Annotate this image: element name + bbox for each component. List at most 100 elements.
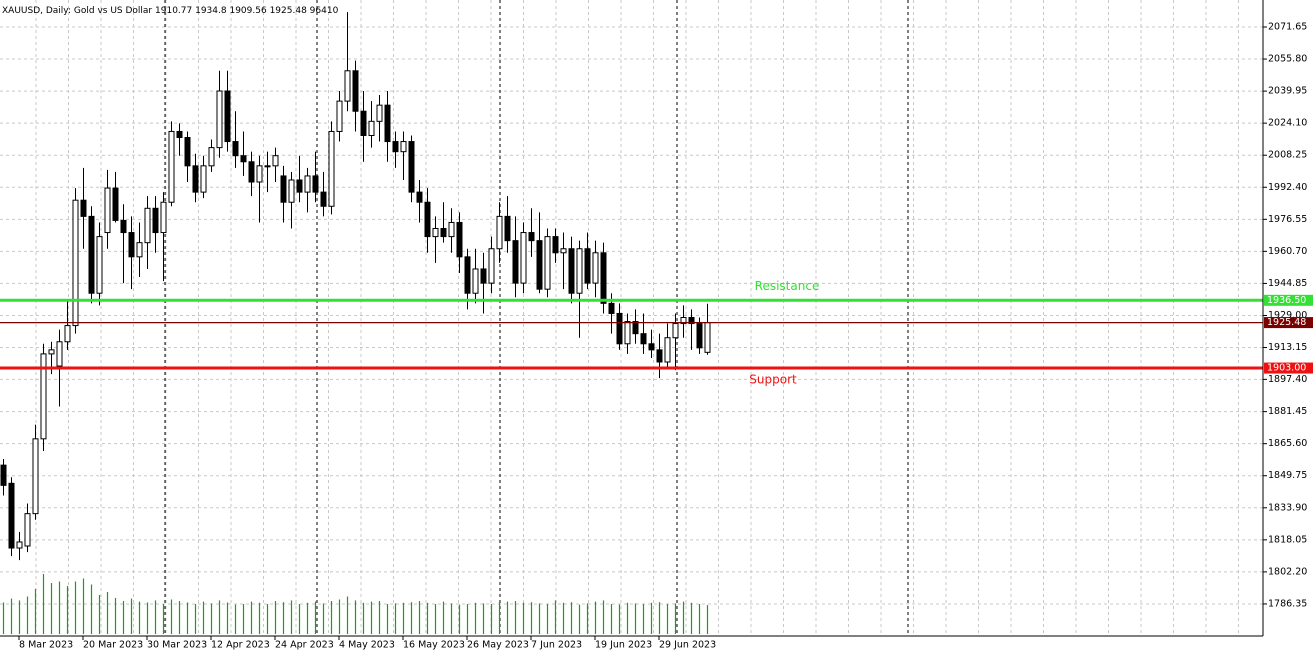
candle-body [344, 70, 351, 102]
candle-body [568, 248, 575, 294]
candle-body [576, 248, 583, 294]
candle-body [536, 240, 543, 290]
candle-body [648, 343, 655, 351]
candle-body [40, 353, 47, 440]
candle-body [248, 161, 255, 183]
price-tag-label: 1936.50 [1267, 295, 1306, 306]
candle-body [616, 312, 623, 345]
y-tick-label: 2055.80 [1268, 54, 1307, 65]
y-tick-label: 1960.70 [1268, 246, 1307, 257]
candle-body [488, 248, 495, 284]
candle-body [200, 165, 207, 193]
candle-body [352, 70, 359, 112]
candle-body [56, 341, 63, 367]
candle-body [312, 175, 319, 193]
y-tick-label: 1865.60 [1268, 438, 1307, 449]
y-tick-label: 1976.55 [1268, 214, 1307, 225]
candle-body [48, 349, 55, 355]
candle-body [496, 215, 503, 250]
candle-body [560, 248, 567, 254]
volume: 96410 [310, 6, 339, 16]
candle-body [480, 268, 487, 284]
candle-body [320, 191, 327, 207]
symbol: XAUUSD, Daily: [2, 6, 71, 16]
candle-body [632, 321, 639, 335]
price-tag-label: 1925.48 [1267, 317, 1306, 328]
candle-body [680, 316, 687, 325]
candle-body [32, 438, 39, 515]
grid [0, 0, 1263, 636]
candle-body [264, 165, 271, 168]
candle-body [80, 199, 87, 217]
candle-body [528, 232, 535, 242]
candle-body [192, 165, 199, 193]
candle-body [296, 179, 303, 193]
y-tick-label: 2008.25 [1268, 150, 1307, 161]
price-tag [1264, 317, 1313, 329]
x-tick-label: 8 Mar 2023 [19, 640, 73, 651]
x-tick-label: 24 Apr 2023 [275, 640, 334, 651]
candle-body [336, 100, 343, 132]
y-tick-label: 1944.85 [1268, 278, 1307, 289]
y-tick-label: 1849.75 [1268, 470, 1307, 481]
candle-body [256, 165, 263, 183]
candle-body [160, 201, 167, 234]
candle-body [424, 201, 431, 238]
candle-body [144, 207, 151, 244]
candle-body [464, 256, 471, 294]
y-tick-label: 1913.15 [1268, 342, 1307, 353]
low: 1909.56 [229, 6, 266, 16]
candle-body [552, 236, 559, 254]
candle-body [64, 325, 71, 343]
x-tick-label: 4 May 2023 [339, 640, 395, 651]
price-tag [1264, 294, 1313, 306]
candle-body [152, 207, 159, 234]
y-tick-label: 1833.90 [1268, 502, 1307, 513]
y-tick-label: 1802.20 [1268, 566, 1307, 577]
x-tick-label: 20 Mar 2023 [83, 640, 143, 651]
candle-body [608, 302, 615, 314]
x-tick-label: 16 May 2023 [403, 640, 465, 651]
candle-body [544, 236, 551, 290]
candle-body [176, 130, 183, 139]
candle-body [624, 321, 631, 345]
candle-body [136, 242, 143, 258]
y-tick-label: 2071.65 [1268, 21, 1307, 32]
candle-body [168, 130, 175, 203]
x-tick-label: 12 Apr 2023 [211, 640, 270, 651]
description: Gold vs US Dollar [74, 6, 153, 16]
candle-body [504, 215, 511, 242]
candle-body [184, 137, 191, 167]
candle-body [656, 349, 663, 363]
y-tick-label: 2039.95 [1268, 86, 1307, 97]
x-tick-label: 26 May 2023 [467, 640, 529, 651]
x-tick-label: 7 Jun 2023 [531, 640, 582, 651]
level-label: Resistance [755, 279, 820, 293]
candle-body [328, 130, 335, 207]
open: 1910.77 [155, 6, 192, 16]
level-label: Support [749, 373, 797, 387]
price-tag-label: 1903.00 [1267, 363, 1306, 374]
candle-body [72, 199, 79, 327]
candle-body [376, 104, 383, 122]
candle-body [672, 323, 679, 339]
candle-body [224, 90, 231, 143]
candle-body [104, 187, 111, 234]
period-separators [164, 0, 909, 636]
candle-body [512, 240, 519, 284]
candle-body [456, 221, 463, 258]
x-tick-label: 30 Mar 2023 [147, 640, 207, 651]
candle-body [88, 215, 95, 294]
candle-body [664, 337, 671, 363]
price-tag [1264, 362, 1313, 374]
candle-body [8, 482, 15, 549]
y-tick-label: 1881.45 [1268, 406, 1307, 417]
x-tick-label: 19 Jun 2023 [595, 640, 652, 651]
y-tick-label: 2024.10 [1268, 118, 1307, 129]
candle-body [432, 228, 439, 238]
candle-body [408, 141, 415, 193]
candle-body [208, 147, 215, 167]
candle-body [96, 236, 103, 294]
